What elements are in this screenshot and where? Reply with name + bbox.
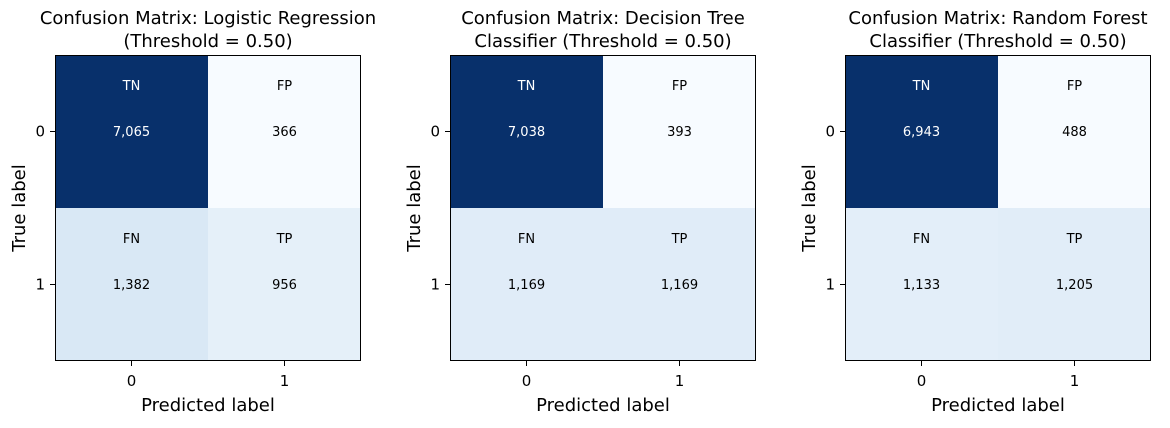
heatmap-cell-tp — [208, 208, 361, 361]
x-tick-label: 1 — [280, 372, 290, 390]
cell-tag-label: TP — [276, 232, 293, 247]
heatmap-cell-tp — [603, 208, 756, 361]
cell-tag-label: TN — [517, 79, 536, 94]
cell-tag-label: FP — [672, 79, 687, 94]
cell-value-label: 488 — [1062, 125, 1087, 140]
y-axis-label: True label — [9, 164, 30, 253]
x-tick-label: 0 — [917, 372, 927, 390]
y-axis-label: True label — [404, 164, 425, 253]
y-tick-label: 0 — [35, 123, 45, 141]
cell-value-label: 393 — [667, 125, 692, 140]
heatmap-cell-tp — [998, 208, 1151, 361]
heatmap-cell-fp — [998, 55, 1151, 208]
x-tick-label: 0 — [127, 372, 137, 390]
cell-tag-label: FN — [518, 232, 535, 247]
y-tick-label: 1 — [825, 276, 835, 294]
heatmap-cell-fn — [450, 208, 603, 361]
cell-value-label: 1,133 — [903, 278, 940, 293]
x-axis-label: Predicted label — [931, 395, 1065, 416]
y-tick-label: 1 — [35, 276, 45, 294]
x-tick-label: 0 — [522, 372, 532, 390]
chart-title: Confusion Matrix: Logistic Regression — [40, 8, 376, 29]
chart-title: Confusion Matrix: Random Forest — [848, 8, 1147, 29]
cell-value-label: 1,205 — [1056, 278, 1093, 293]
y-axis-label: True label — [799, 164, 820, 253]
chart-title: Confusion Matrix: Decision Tree — [461, 8, 745, 29]
chart-title-line-2: Classifier (Threshold = 0.50) — [474, 31, 731, 52]
y-tick-label: 0 — [825, 123, 835, 141]
cell-value-label: 7,065 — [113, 125, 150, 140]
x-axis-label: Predicted label — [141, 395, 275, 416]
cell-value-label: 1,169 — [661, 278, 698, 293]
heatmap-cell-tn — [55, 55, 208, 208]
cell-tag-label: FN — [123, 232, 140, 247]
chart-title-line-2: Classifier (Threshold = 0.50) — [869, 31, 1126, 52]
cell-value-label: 956 — [272, 278, 297, 293]
cell-value-label: 6,943 — [903, 125, 940, 140]
heatmap-cell-tn — [845, 55, 998, 208]
cell-value-label: 1,169 — [508, 278, 545, 293]
heatmap-cell-tn — [450, 55, 603, 208]
axes-frame — [450, 55, 756, 361]
x-tick-label: 1 — [675, 372, 685, 390]
cell-tag-label: FP — [277, 79, 292, 94]
axes-frame — [845, 55, 1151, 361]
cell-tag-label: FN — [913, 232, 930, 247]
cell-tag-label: TP — [1066, 232, 1083, 247]
cell-tag-label: TN — [122, 79, 141, 94]
x-axis-label: Predicted label — [536, 395, 670, 416]
axes-frame — [55, 55, 361, 361]
heatmap-cell-fp — [208, 55, 361, 208]
x-tick-label: 1 — [1070, 372, 1080, 390]
cell-value-label: 366 — [272, 125, 297, 140]
cell-tag-label: TN — [912, 79, 931, 94]
cell-value-label: 1,382 — [113, 278, 150, 293]
cell-tag-label: FP — [1067, 79, 1082, 94]
cell-tag-label: TP — [671, 232, 688, 247]
y-tick-label: 0 — [430, 123, 440, 141]
heatmap-cell-fn — [55, 208, 208, 361]
chart-title-line-2: (Threshold = 0.50) — [123, 31, 292, 52]
cell-value-label: 7,038 — [508, 125, 545, 140]
heatmap-cell-fp — [603, 55, 756, 208]
y-tick-label: 1 — [430, 276, 440, 294]
heatmap-cell-fn — [845, 208, 998, 361]
